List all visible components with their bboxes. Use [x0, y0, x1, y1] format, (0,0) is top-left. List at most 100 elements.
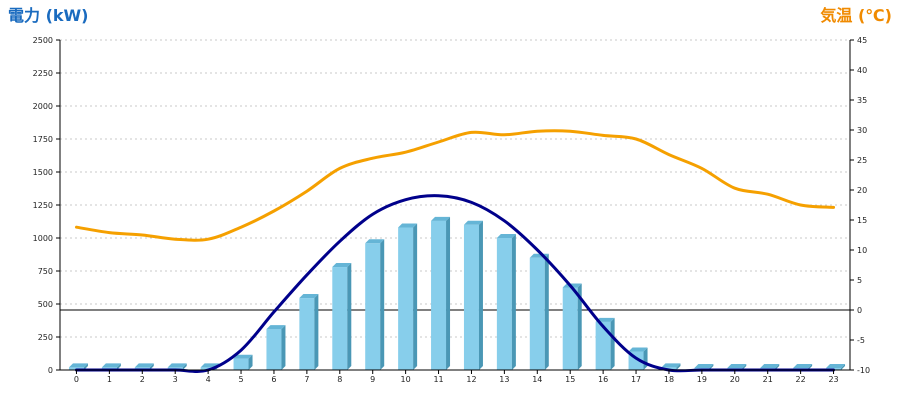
bar-16: [595, 317, 615, 370]
bar-side-3: [182, 363, 187, 370]
bar-6: [266, 325, 286, 370]
bar-front-14: [529, 257, 545, 370]
bar-top-16: [595, 317, 615, 322]
left-tick-label-1: 250: [38, 333, 53, 342]
bar-14: [529, 253, 549, 370]
bar-side-7: [314, 294, 319, 370]
bar-front-16: [595, 321, 611, 370]
bar-top-1: [101, 363, 121, 368]
bar-side-1: [116, 363, 121, 370]
bar-front-15: [562, 287, 578, 370]
x-tick-label-13: 13: [499, 375, 509, 384]
x-tick-label-0: 0: [74, 375, 79, 384]
bar-front-9: [365, 243, 381, 370]
x-tick-label-12: 12: [466, 375, 476, 384]
bar-front-5: [233, 358, 249, 370]
bar-top-5: [233, 354, 253, 359]
x-tick-label-19: 19: [697, 375, 707, 384]
bar-11: [431, 216, 451, 370]
axes-layer: [56, 39, 854, 374]
left-tick-label-4: 1000: [33, 234, 53, 243]
x-tick-label-3: 3: [173, 375, 178, 384]
x-tick-label-8: 8: [337, 375, 342, 384]
tick-labels: 02505007501000125015001750200022502500-1…: [33, 36, 870, 384]
bar-side-5: [248, 354, 253, 370]
left-tick-label-0: 0: [48, 366, 53, 375]
bar-front-8: [332, 267, 348, 370]
right-tick-label-6: 20: [857, 186, 867, 195]
right-tick-label-4: 10: [857, 246, 867, 255]
bar-front-12: [463, 224, 479, 370]
bar-front-11: [431, 220, 447, 370]
bar-side-14: [544, 253, 549, 370]
bar-top-20: [727, 364, 747, 369]
x-tick-label-10: 10: [401, 375, 411, 384]
right-tick-label-0: -10: [857, 366, 870, 375]
right-axis-title: 気温 (℃): [820, 6, 892, 25]
bar-side-2: [149, 363, 154, 370]
bar-top-6: [266, 325, 286, 330]
bar-8: [332, 263, 352, 370]
x-tick-label-2: 2: [140, 375, 145, 384]
bar-top-3: [167, 363, 187, 368]
bar-13: [496, 234, 516, 370]
bar-5: [233, 354, 253, 370]
bar-front-7: [299, 298, 315, 370]
x-tick-label-17: 17: [631, 375, 641, 384]
bar-top-21: [760, 364, 780, 369]
x-tick-label-21: 21: [763, 375, 773, 384]
bar-side-16: [610, 317, 615, 370]
right-tick-label-3: 5: [857, 276, 862, 285]
bar-15: [562, 283, 582, 370]
temperature-line: [74, 129, 836, 242]
left-axis-title: 電力 (kW): [8, 6, 89, 25]
left-tick-label-9: 2250: [33, 69, 53, 78]
bar-side-15: [577, 283, 582, 370]
x-tick-label-22: 22: [796, 375, 806, 384]
series-lines: [74, 129, 836, 373]
right-tick-label-9: 35: [857, 96, 867, 105]
bar-12: [463, 220, 483, 370]
bar-top-8: [332, 263, 352, 268]
right-tick-label-10: 40: [857, 66, 867, 75]
x-tick-label-23: 23: [828, 375, 838, 384]
right-tick-label-11: 45: [857, 36, 867, 45]
power-line: [74, 194, 836, 373]
left-tick-label-8: 2000: [33, 102, 53, 111]
bar-side-11: [446, 216, 451, 370]
left-tick-label-3: 750: [38, 267, 53, 276]
bar-top-11: [431, 216, 451, 221]
x-tick-label-11: 11: [433, 375, 443, 384]
x-tick-label-18: 18: [664, 375, 674, 384]
x-tick-label-16: 16: [598, 375, 608, 384]
right-tick-label-7: 25: [857, 156, 867, 165]
bar-side-9: [380, 239, 385, 370]
x-tick-label-4: 4: [206, 375, 211, 384]
left-tick-label-10: 2500: [33, 36, 53, 45]
bar-side-8: [347, 263, 352, 370]
bar-front-6: [266, 329, 282, 370]
x-tick-label-6: 6: [271, 375, 276, 384]
x-tick-label-20: 20: [730, 375, 740, 384]
right-tick-label-8: 30: [857, 126, 867, 135]
bar-top-17: [628, 347, 648, 352]
bar-side-23: [841, 364, 846, 370]
bar-front-10: [398, 227, 414, 370]
bar-top-0: [68, 363, 88, 368]
x-tick-label-7: 7: [304, 375, 309, 384]
bar-top-2: [134, 363, 154, 368]
bar-top-10: [398, 223, 418, 228]
left-tick-label-2: 500: [38, 300, 53, 309]
grid-layer: [60, 39, 850, 371]
bar-top-18: [661, 363, 681, 368]
bar-side-0: [83, 363, 88, 370]
right-tick-label-1: -5: [857, 336, 865, 345]
x-tick-label-9: 9: [370, 375, 375, 384]
bar-front-13: [496, 238, 512, 370]
left-tick-label-7: 1750: [33, 135, 53, 144]
power-bars: [68, 216, 846, 370]
bar-side-6: [281, 325, 286, 370]
bar-top-7: [299, 294, 319, 299]
